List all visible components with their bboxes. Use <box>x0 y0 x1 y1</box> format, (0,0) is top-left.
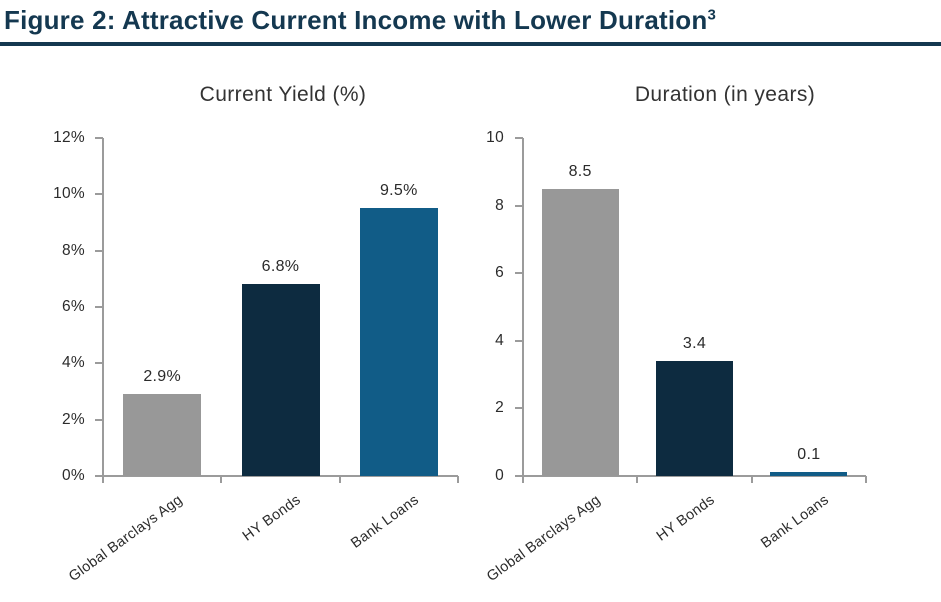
bar-bank-loans <box>359 208 438 476</box>
y-axis-tick <box>95 475 103 477</box>
category-label: Global Barclays Agg <box>65 492 186 586</box>
y-axis-line <box>522 138 524 477</box>
chart-title-current-yield: Current Yield (%) <box>199 83 367 106</box>
figure-title-text: Figure 2: Attractive Current Income with… <box>4 5 708 35</box>
figure-title: Figure 2: Attractive Current Income with… <box>4 5 716 36</box>
x-axis-tick <box>220 476 223 483</box>
x-axis-line <box>103 475 458 477</box>
category-label: HY Bonds <box>653 492 718 545</box>
x-axis-tick <box>338 476 341 483</box>
title-underline-rule <box>0 42 941 46</box>
y-axis-line <box>102 138 104 477</box>
x-axis-tick <box>865 476 867 483</box>
y-axis-tick <box>95 306 103 308</box>
y-axis-tick <box>515 204 523 207</box>
y-axis-tick-label: 10 <box>486 129 504 146</box>
chart-title-duration: Duration (in years) <box>634 83 816 106</box>
y-axis-tick <box>515 407 523 410</box>
y-axis-tick <box>95 362 103 365</box>
y-axis-tick-label: 4 <box>495 331 504 349</box>
y-axis-tick-label: 10% <box>53 185 85 203</box>
x-axis-line <box>523 475 866 477</box>
y-axis-tick-label: 0 <box>495 467 504 484</box>
category-label: Bank Loans <box>758 492 833 552</box>
y-axis-tick-label: 4% <box>61 354 85 372</box>
y-axis-tick <box>95 193 103 196</box>
bar-global-barclays-agg <box>123 394 202 476</box>
y-axis-tick-label: 2 <box>495 399 504 417</box>
y-axis-tick <box>515 137 523 139</box>
bar-value-label: 3.4 <box>682 335 707 353</box>
y-axis-tick-label: 8 <box>495 196 504 214</box>
bar-global-barclays-agg <box>541 188 619 476</box>
figure-footnote-marker: 3 <box>707 6 716 24</box>
y-axis-tick <box>95 418 103 421</box>
y-axis-tick-label: 6% <box>61 298 85 315</box>
category-label: Global Barclays Agg <box>483 492 604 586</box>
y-axis-tick-label: 6 <box>495 264 504 282</box>
y-axis-tick <box>515 339 523 342</box>
x-axis-tick <box>522 476 524 483</box>
bar-value-label: 2.9% <box>143 368 181 386</box>
x-axis-tick <box>750 476 753 483</box>
bar-value-label: 9.5% <box>379 182 418 200</box>
y-axis-tick-label: 2% <box>61 410 85 428</box>
y-axis-tick <box>95 249 103 252</box>
y-axis-tick <box>515 272 523 275</box>
x-axis-tick <box>636 476 639 483</box>
bar-value-label: 8.5 <box>568 162 592 180</box>
bar-value-label: 6.8% <box>261 258 300 276</box>
x-axis-tick <box>457 476 459 483</box>
bar-hy-bonds <box>656 361 733 476</box>
bar-hy-bonds <box>241 284 320 476</box>
y-axis-tick-label: 12% <box>53 129 85 146</box>
y-axis-tick <box>515 475 523 477</box>
y-axis-tick-label: 8% <box>61 241 85 259</box>
bar-bank-loans <box>770 471 848 476</box>
bar-value-label: 0.1 <box>797 445 821 463</box>
y-axis-tick-label: 0% <box>61 467 85 484</box>
category-label: Bank Loans <box>348 492 423 552</box>
y-axis-tick <box>95 137 103 139</box>
category-label: HY Bonds <box>239 492 304 545</box>
x-axis-tick <box>102 476 104 483</box>
